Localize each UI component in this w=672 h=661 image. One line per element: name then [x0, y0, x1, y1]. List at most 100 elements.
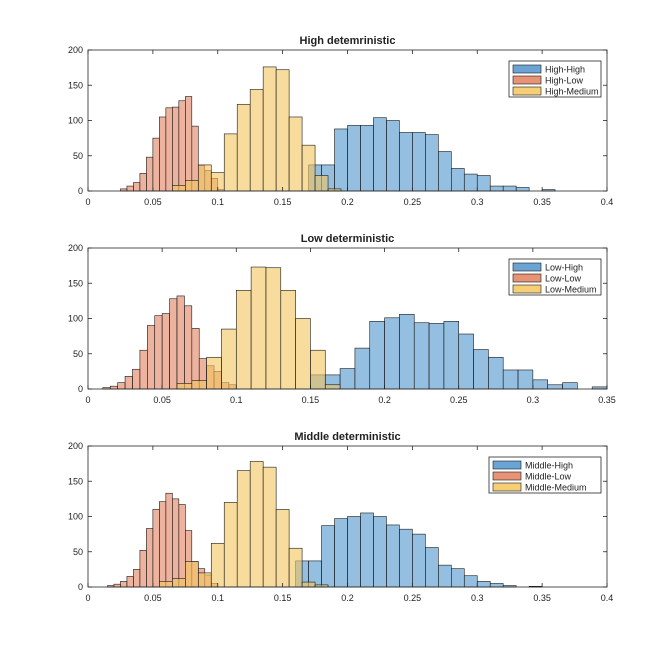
- legend-swatch: [492, 471, 522, 481]
- x-tick-label: 0.05: [153, 395, 171, 405]
- bar: [178, 504, 186, 588]
- bar: [275, 509, 290, 588]
- legend-label: Middle-High: [525, 461, 573, 471]
- bar: [236, 470, 251, 588]
- bar: [476, 581, 491, 588]
- bar: [275, 69, 290, 192]
- series-Low-Medium: [176, 266, 341, 390]
- bar: [347, 516, 361, 588]
- bar: [369, 321, 385, 390]
- bar: [172, 185, 186, 192]
- bar: [502, 369, 519, 390]
- legend-label: Low-Low: [545, 274, 582, 284]
- x-tick-label: 0.15: [302, 395, 320, 405]
- chart-title: Middle deterministic: [294, 431, 400, 443]
- bar: [133, 569, 141, 588]
- bar: [262, 466, 277, 588]
- y-tick-label: 200: [68, 441, 83, 451]
- bar: [139, 550, 147, 588]
- x-tick-label: 0.15: [274, 197, 292, 207]
- x-tick-label: 0.3: [471, 197, 484, 207]
- bar: [360, 125, 374, 192]
- x-tick-label: 0.15: [274, 593, 292, 603]
- x-tick-label: 0.05: [144, 197, 162, 207]
- x-tick-label: 0: [85, 197, 90, 207]
- legend-swatch: [492, 460, 522, 470]
- bar: [223, 133, 238, 192]
- legend-label: Low-Medium: [545, 285, 597, 295]
- x-tick-label: 0.35: [598, 395, 616, 405]
- y-tick-label: 150: [68, 278, 83, 288]
- bar: [169, 298, 178, 390]
- bar: [413, 322, 430, 390]
- bar: [126, 185, 134, 192]
- x-tick-label: 0.25: [404, 593, 422, 603]
- bar: [547, 384, 563, 390]
- x-tick-label: 0.1: [230, 395, 243, 405]
- bar: [249, 461, 264, 588]
- bar: [197, 164, 212, 192]
- subplot-3: 0 0.05 0.1 0.15 0.2 0.25 0.3 0.35 0.4 0 50 100 150 20…: [68, 431, 613, 603]
- bar: [250, 266, 267, 390]
- legend-label: High-High: [545, 65, 585, 75]
- y-tick-label: 100: [68, 116, 83, 126]
- bar: [288, 547, 303, 588]
- bar: [172, 578, 186, 588]
- bar: [120, 581, 128, 588]
- bar: [373, 117, 387, 192]
- y-tick-label: 50: [73, 349, 83, 359]
- series-High-High: [308, 117, 556, 192]
- bar: [334, 128, 348, 192]
- bar: [161, 313, 170, 390]
- x-tick-label: 0.3: [527, 395, 540, 405]
- bar: [438, 564, 452, 588]
- bar: [373, 516, 387, 588]
- bar: [206, 356, 222, 390]
- legend-swatch: [512, 64, 542, 74]
- bar: [126, 576, 134, 588]
- y-tick-label: 150: [68, 476, 83, 486]
- bar: [450, 168, 465, 192]
- bar: [191, 328, 200, 390]
- bar: [288, 116, 303, 192]
- bar: [502, 185, 517, 192]
- bar: [450, 568, 465, 588]
- bar: [428, 323, 445, 390]
- subplot-2: 0 0.05 0.1 0.15 0.2 0.25 0.3 0.35 0 50 100 150 200 Lo…: [68, 233, 616, 405]
- y-tick-label: 0: [78, 582, 83, 592]
- legend-swatch: [492, 482, 522, 492]
- bar: [146, 156, 154, 192]
- x-tick-label: 0.35: [533, 197, 551, 207]
- bar: [443, 321, 460, 390]
- bar: [184, 305, 193, 390]
- series-Low-High: [310, 313, 608, 390]
- subplot-1: 0 0.05 0.1 0.15 0.2 0.25 0.3 0.35 0.4 0 50 100 150 20…: [68, 35, 613, 207]
- bar: [517, 369, 534, 390]
- bar: [172, 106, 180, 192]
- legend-swatch: [512, 284, 542, 294]
- bar: [159, 501, 167, 588]
- bar: [109, 385, 118, 390]
- bar: [532, 379, 548, 390]
- bar: [249, 89, 264, 192]
- legend-label: Low-High: [545, 263, 583, 273]
- bar: [301, 581, 316, 588]
- bar: [458, 333, 474, 390]
- bar: [399, 313, 415, 390]
- bar: [489, 583, 504, 588]
- bar: [235, 289, 252, 390]
- x-tick-label: 0.1: [211, 593, 224, 603]
- bar: [124, 376, 133, 390]
- x-tick-label: 0.25: [450, 395, 468, 405]
- bar: [197, 572, 212, 588]
- bar: [334, 518, 348, 588]
- bar: [236, 103, 251, 192]
- bar: [463, 173, 478, 192]
- bar: [154, 315, 163, 390]
- bar: [386, 524, 400, 588]
- x-tick-label: 0.4: [601, 197, 614, 207]
- legend-swatch: [512, 273, 542, 283]
- bar: [473, 349, 489, 390]
- x-tick-label: 0: [85, 593, 90, 603]
